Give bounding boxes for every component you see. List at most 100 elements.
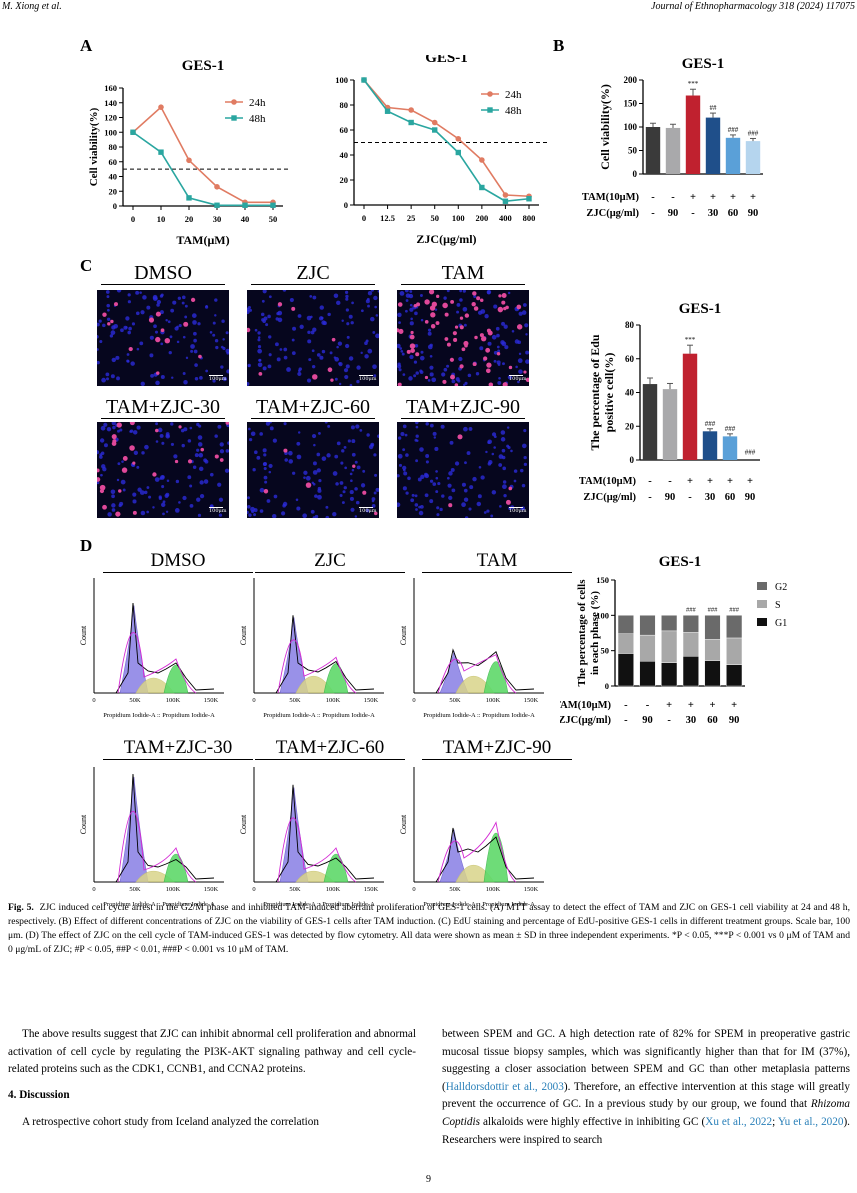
data-point-24h (431, 119, 438, 126)
nucleus-blue (154, 477, 160, 482)
nucleus-blue (105, 372, 110, 377)
nucleus-edu (331, 337, 336, 342)
nucleus-blue (116, 478, 120, 482)
nucleus-blue (221, 319, 225, 323)
nucleus-blue (448, 471, 453, 476)
nucleus-edu (496, 352, 501, 356)
flow-sample-label: TAM+ZJC-90 (422, 737, 572, 760)
text-run: ; (772, 1115, 778, 1128)
nucleus-edu (472, 362, 477, 367)
nucleus-blue (373, 453, 377, 457)
nucleus-edu (409, 343, 416, 349)
nucleus-edu (457, 434, 463, 440)
nucleus-blue (258, 358, 262, 362)
nucleus-blue (146, 486, 150, 489)
y-tick-label: 40 (340, 150, 349, 160)
nucleus-edu (485, 347, 491, 353)
panel-label-d: D (80, 536, 93, 555)
nucleus-blue (262, 366, 267, 371)
nucleus-blue (227, 441, 229, 445)
nucleus-blue (319, 355, 324, 360)
nucleus-blue (187, 475, 192, 480)
nucleus-blue (214, 338, 219, 343)
nucleus-blue (132, 492, 137, 497)
nucleus-blue (336, 300, 341, 306)
text-run: ). Researchers were inspired to search (442, 1115, 850, 1146)
nucleus-blue (252, 468, 256, 472)
nucleus-blue (414, 503, 419, 507)
nucleus-edu (450, 374, 455, 380)
nucleus-blue (424, 493, 429, 498)
nucleus-blue (405, 491, 409, 495)
x-tick-label: 50K (129, 697, 141, 704)
y-tick-label: 20 (109, 186, 118, 196)
treatment-value: - (651, 192, 655, 203)
nucleus-blue (479, 346, 484, 351)
nucleus-blue (451, 488, 456, 493)
nucleus-blue (291, 351, 296, 356)
nucleus-blue (126, 359, 130, 363)
citation-link-xu[interactable]: Xu et al., 2022 (705, 1115, 773, 1128)
nucleus-blue (463, 497, 469, 502)
nucleus-blue (127, 330, 132, 335)
nucleus-blue (318, 478, 322, 483)
nucleus-blue (129, 429, 134, 433)
nucleus-edu (200, 447, 205, 452)
nucleus-blue (409, 303, 413, 307)
nucleus-blue (109, 334, 114, 338)
nucleus-blue (375, 314, 379, 317)
nucleus-blue (291, 338, 295, 342)
nucleus-blue (192, 465, 197, 469)
nucleus-blue (320, 316, 324, 320)
citation-link-halldorsdottir[interactable]: Halldorsdottir et al., 2003 (445, 1080, 564, 1093)
y-axis-label: Count (400, 814, 408, 834)
stacked-segment-S (704, 639, 721, 661)
nucleus-blue (415, 371, 419, 375)
raw-histogram (435, 648, 535, 694)
nucleus-blue (137, 487, 142, 492)
nucleus-blue (518, 352, 522, 356)
nucleus-blue (425, 454, 430, 458)
nucleus-blue (144, 444, 149, 450)
nucleus-blue (110, 489, 116, 495)
significance-mark: ### (725, 425, 736, 433)
bar (685, 95, 701, 174)
nucleus-blue (348, 314, 353, 319)
x-tick-label: 50K (449, 697, 461, 704)
nucleus-edu (501, 300, 506, 305)
nucleus-blue (349, 496, 354, 501)
chart-a-zjc-viability: GES-1 0 20 40 60 80 100 0 12.5 25 50 100 200 400 800 ZJ… (335, 55, 547, 246)
nucleus-blue (106, 377, 109, 381)
nucleus-blue (120, 328, 124, 333)
caption-fig-label: Fig. 5. (8, 902, 34, 913)
nucleus-blue (183, 427, 188, 432)
nucleus-blue (135, 311, 140, 316)
nucleus-blue (449, 440, 454, 445)
nucleus-edu (132, 461, 136, 465)
nucleus-blue (181, 443, 185, 448)
significance-mark: ### (748, 129, 759, 137)
data-point-24h (455, 135, 462, 142)
treatment-value: + (750, 192, 756, 203)
citation-link-yu[interactable]: Yu et al., 2020 (777, 1115, 844, 1128)
nucleus-blue (140, 381, 145, 386)
nucleus-blue (495, 326, 500, 331)
nucleus-blue (419, 355, 425, 361)
nucleus-blue (500, 437, 506, 442)
nucleus-blue (110, 330, 116, 335)
nucleus-blue (218, 497, 224, 502)
nucleus-blue (397, 364, 402, 369)
nucleus-blue (522, 303, 527, 307)
nucleus-blue (268, 470, 272, 474)
nucleus-blue (488, 460, 493, 465)
cell-field (247, 290, 379, 386)
nucleus-blue (341, 501, 345, 505)
treatment-row-label: ZJC(μg/ml) (583, 492, 636, 503)
nucleus-edu (498, 294, 502, 298)
nucleus-blue (156, 299, 162, 305)
nucleus-blue (197, 442, 203, 447)
nucleus-edu (410, 330, 414, 335)
nucleus-blue (197, 435, 203, 440)
y-tick-label: 80 (625, 320, 635, 330)
treatment-value: 30 (686, 715, 697, 726)
